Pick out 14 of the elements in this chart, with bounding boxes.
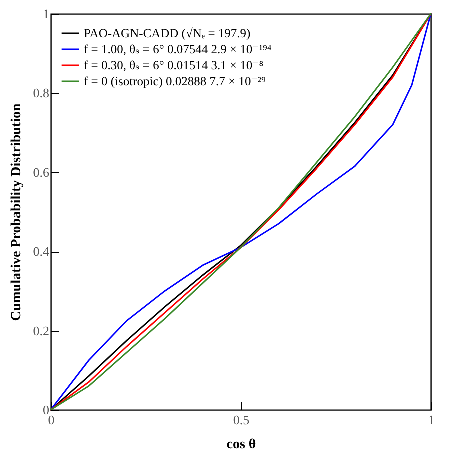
y-tick-label: 1: [43, 6, 50, 22]
y-tick-label: 0.2: [33, 323, 50, 338]
y-axis-title: Cumulative Probability Distribution: [9, 104, 24, 322]
legend-label: PAO-AGN-CADD (√Nₑ = 197.9): [84, 26, 251, 40]
y-tick-label: 0.4: [33, 244, 50, 260]
y-tick-label: 0.8: [33, 86, 50, 101]
x-tick-label: 1: [428, 412, 435, 428]
legend-label: f = 0 (isotropic) 0.02888 7.7 × 10⁻²⁹: [84, 74, 266, 88]
x-tick-label: 0.5: [233, 412, 250, 428]
y-tick-label: 0: [43, 402, 50, 418]
y-tick-label: 0.6: [33, 164, 50, 180]
legend-label: f = 0.30, θₛ = 6° 0.01514 3.1 × 10⁻⁸: [84, 58, 264, 72]
x-axis-title: cos θ: [226, 438, 256, 452]
legend-label: f = 1.00, θₛ = 6° 0.07544 2.9 × 10⁻¹⁹⁴: [84, 42, 272, 56]
